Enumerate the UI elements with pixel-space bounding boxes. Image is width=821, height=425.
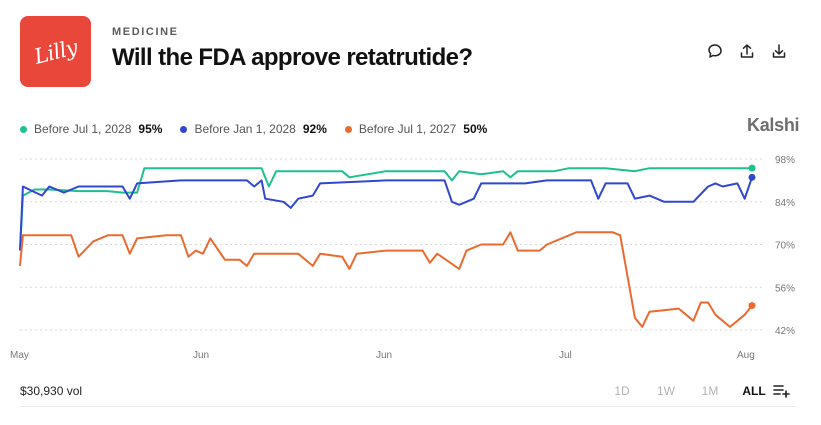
range-all-button[interactable]: ALL: [742, 384, 766, 398]
y-tick-label: 70%: [775, 241, 795, 252]
lilly-logo: Lilly: [20, 16, 91, 87]
x-tick-label: Jun: [376, 350, 392, 361]
legend-item-jan-2028: Before Jan 1, 2028 92%: [180, 122, 327, 136]
legend-label: Before Jan 1, 2028: [194, 122, 296, 136]
x-tick-label: Aug: [737, 350, 755, 361]
comment-icon[interactable]: [706, 42, 724, 60]
legend-value: 95%: [138, 122, 163, 136]
range-1d-button[interactable]: 1D: [614, 384, 630, 398]
range-selector: 1D 1W 1M ALL: [600, 384, 776, 398]
y-tick-label: 42%: [775, 326, 795, 337]
y-tick-label: 98%: [775, 155, 795, 166]
action-bar: [706, 42, 788, 60]
legend-item-jul-2028: Before Jul 1, 2028 95%: [20, 122, 162, 136]
legend-value: 92%: [302, 122, 327, 136]
legend-label: Before Jul 1, 2027: [358, 122, 457, 136]
series-line-2: [19, 231, 753, 328]
y-tick-label: 56%: [775, 283, 795, 294]
x-tick-label: May: [10, 350, 29, 361]
series-line-0: [19, 167, 752, 251]
volume-label: $30,930 vol: [20, 384, 83, 398]
legend-dot: [344, 125, 352, 133]
share-icon[interactable]: [738, 42, 756, 60]
chart-legend: Before Jul 1, 2028 95% Before Jan 1, 202…: [20, 122, 487, 136]
x-tick-label: Jul: [559, 350, 572, 361]
add-chart-icon[interactable]: [772, 382, 790, 403]
range-1w-button[interactable]: 1W: [657, 384, 675, 398]
kalshi-brand: Kalshi: [747, 115, 800, 135]
footer-divider: [20, 406, 796, 407]
series-line-1: [19, 176, 753, 251]
range-1m-button[interactable]: 1M: [701, 384, 719, 398]
x-tick-label: Jun: [193, 350, 209, 361]
legend-dot: [20, 125, 27, 133]
series-endpoint-2: [748, 302, 756, 310]
price-chart: 98% 84% 70% 56% 42% May Jun Jun Jul Aug: [10, 155, 795, 361]
page-title: Will the FDA approve retatrutide?: [112, 44, 473, 71]
y-tick-label: 84%: [775, 198, 795, 209]
series-endpoint-0: [748, 164, 756, 172]
legend-dot: [180, 125, 188, 133]
legend-item-jul-2027: Before Jul 1, 2027 50%: [344, 122, 488, 136]
legend-label: Before Jul 1, 2028: [34, 122, 132, 136]
legend-value: 50%: [463, 122, 488, 136]
series-endpoint-1: [748, 173, 756, 181]
category-label: MEDICINE: [112, 26, 179, 38]
download-icon[interactable]: [770, 42, 788, 60]
